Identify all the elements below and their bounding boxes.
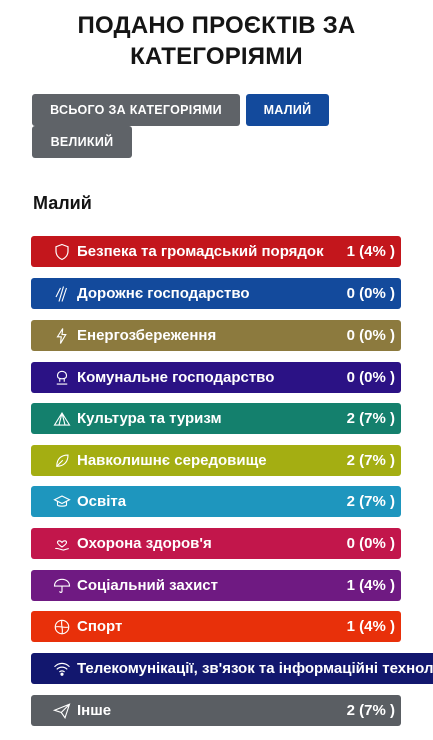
hand-heart-icon — [51, 533, 73, 555]
category-count: 2 (7% ) — [346, 702, 395, 719]
category-count: 2 (7% ) — [346, 493, 395, 510]
category-count: 1 (4% ) — [346, 577, 395, 594]
category-label: Навколишнє середовище — [77, 452, 267, 469]
category-other[interactable]: Інше 2 (7% ) — [31, 695, 401, 726]
tab-small[interactable]: МАЛИЙ — [246, 94, 329, 126]
category-sport[interactable]: Спорт 1 (4% ) — [31, 611, 401, 642]
category-environment[interactable]: Навколишнє середовище 2 (7% ) — [31, 445, 401, 476]
category-label: Безпека та громадський порядок — [77, 243, 324, 260]
tent-icon — [51, 408, 73, 430]
category-count: 0 (0% ) — [346, 285, 395, 302]
category-label: Освіта — [77, 493, 127, 510]
lightning-icon — [51, 325, 73, 347]
category-telecom[interactable]: Телекомунікації, зв'язок та інформаційні… — [31, 653, 433, 684]
paper-plane-icon — [51, 700, 73, 722]
section-title: Малий — [33, 193, 92, 213]
category-count: 0 (0% ) — [346, 369, 395, 386]
category-count: 2 (7% ) — [346, 410, 395, 427]
umbrella-icon — [51, 575, 73, 597]
page-title-line-1: ПОДАНО ПРОЄКТІВ ЗА — [77, 12, 356, 39]
road-icon — [51, 283, 73, 305]
category-count: 1 (4% ) — [346, 243, 395, 260]
category-label: Культура та туризм — [77, 410, 222, 427]
category-social-protection[interactable]: Соціальний захист 1 (4% ) — [31, 570, 401, 601]
graduation-cap-icon — [51, 491, 73, 513]
category-label: Телекомунікації, зв'язок та інформаційні… — [77, 660, 433, 677]
utilities-icon — [51, 367, 73, 389]
category-utilities[interactable]: Комунальне господарство 0 (0% ) — [31, 362, 401, 393]
shield-icon — [51, 241, 73, 263]
category-count: 0 (0% ) — [346, 327, 395, 344]
category-roads[interactable]: Дорожнє господарство 0 (0% ) — [31, 278, 401, 309]
category-label: Комунальне господарство — [77, 369, 275, 386]
category-label: Інше — [77, 702, 112, 719]
wifi-icon — [51, 658, 73, 680]
category-label: Дорожнє господарство — [77, 285, 250, 302]
ball-icon — [51, 616, 73, 638]
category-label: Спорт — [77, 618, 123, 635]
category-count: 2 (7% ) — [346, 452, 395, 469]
tab-all-categories[interactable]: ВСЬОГО ЗА КАТЕГОРІЯМИ — [32, 94, 240, 126]
page-title-line-2: КАТЕГОРІЯМИ — [130, 43, 303, 70]
category-label: Охорона здоров'я — [77, 535, 212, 552]
category-culture-tourism[interactable]: Культура та туризм 2 (7% ) — [31, 403, 401, 434]
category-security[interactable]: Безпека та громадський порядок 1 (4% ) — [31, 236, 401, 267]
category-count: 1 (4% ) — [346, 618, 395, 635]
page-title: ПОДАНО ПРОЄКТІВ ЗА КАТЕГОРІЯМИ — [0, 10, 433, 72]
category-count: 0 (0% ) — [346, 535, 395, 552]
category-label: Енергозбереження — [77, 327, 217, 344]
category-education[interactable]: Освіта 2 (7% ) — [31, 486, 401, 517]
category-health[interactable]: Охорона здоров'я 0 (0% ) — [31, 528, 401, 559]
category-label: Соціальний захист — [77, 577, 218, 594]
leaf-icon — [51, 450, 73, 472]
tab-large[interactable]: ВЕЛИКИЙ — [32, 126, 132, 158]
category-energy-saving[interactable]: Енергозбереження 0 (0% ) — [31, 320, 401, 351]
